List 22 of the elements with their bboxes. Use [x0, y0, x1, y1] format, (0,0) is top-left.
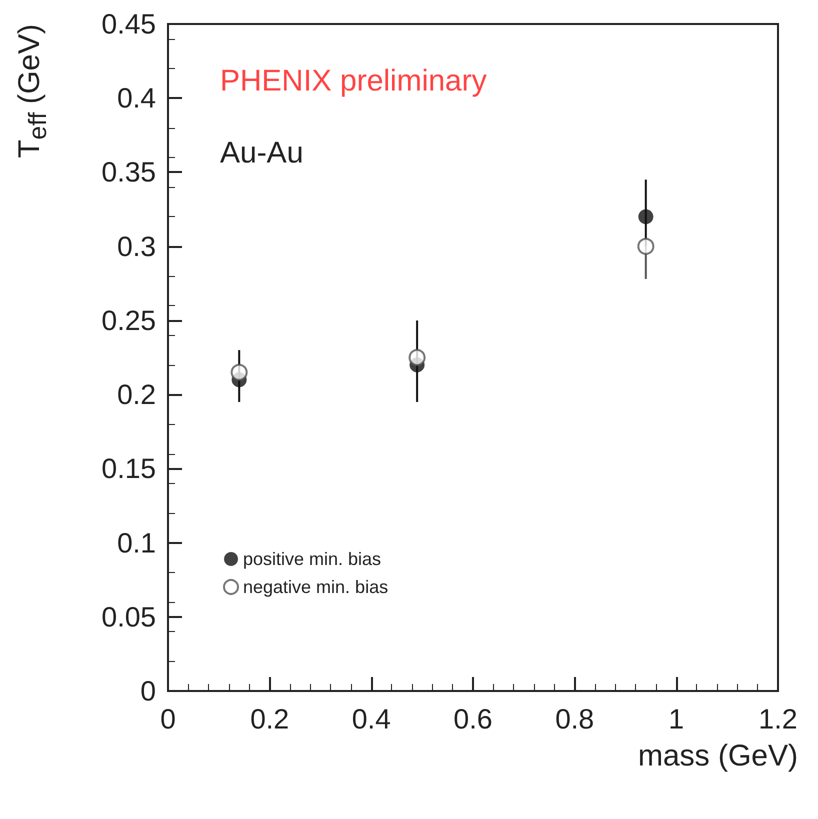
- x-axis-title: mass (GeV): [638, 740, 798, 772]
- y-tick-label: 0.1: [117, 527, 156, 558]
- y-tick-label: 0.05: [102, 601, 156, 632]
- legend-label: positive min. bias: [243, 549, 382, 569]
- x-tick-label: 1: [668, 704, 684, 734]
- annotation: Au-Au: [220, 136, 304, 170]
- y-tick-label: 0.3: [117, 230, 156, 262]
- x-tick-label: 0.6: [454, 704, 492, 734]
- y-tick-label: 0.4: [117, 82, 156, 114]
- x-tick-label: 0: [160, 704, 176, 734]
- y-tick-label: 0.45: [102, 8, 156, 40]
- y-tick-label: 0.35: [102, 156, 156, 188]
- x-tick-label: 1.2: [758, 704, 798, 734]
- y-tick-label: 0.25: [102, 304, 156, 336]
- x-tick-label: 0.8: [555, 704, 594, 734]
- x-tick-label: 0.2: [250, 704, 290, 734]
- y-tick-label: 0.15: [102, 453, 156, 484]
- y-tick-label: 0: [140, 676, 156, 706]
- x-tick-label: 0.4: [352, 704, 391, 734]
- annotation: PHENIX preliminary: [220, 64, 487, 98]
- legend-label: negative min. bias: [243, 577, 388, 597]
- y-tick-label: 0.2: [117, 379, 156, 410]
